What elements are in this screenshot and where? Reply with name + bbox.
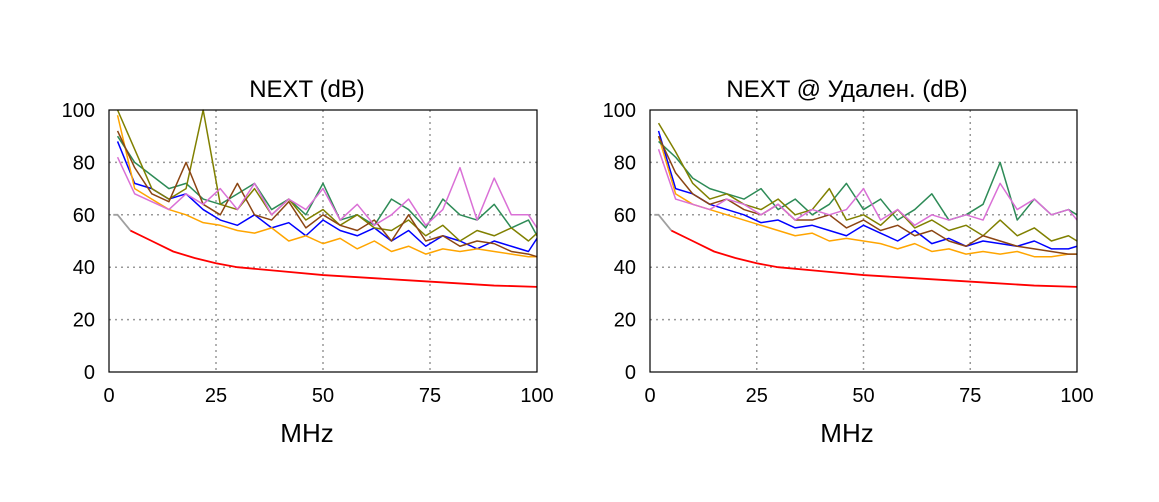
x-tick-label: 100 (520, 385, 553, 407)
series-pair-olive (116, 109, 538, 242)
series-pair-green (116, 135, 538, 237)
series-pair-orange (657, 135, 1077, 258)
y-tick-label: 40 (73, 257, 95, 279)
plot-frame (649, 109, 1078, 373)
y-tick-label: 40 (614, 257, 636, 279)
y-tick-label: 20 (73, 310, 95, 332)
series-pair-olive (657, 122, 1078, 242)
limit-line-low (654, 213, 673, 232)
limit-line-main (130, 229, 538, 288)
chart-title: NEXT @ Удален. (dB) (726, 76, 967, 103)
y-tick-label: 60 (73, 205, 95, 227)
y-tick-label: 0 (625, 362, 636, 384)
y-tick-label: 80 (73, 152, 95, 174)
series-pair-brown (116, 130, 538, 258)
chart-next: NEXT (dB) MHz 0 25 50 75 100 0 20 40 60 80 100 (62, 76, 554, 448)
y-tick-label: 60 (614, 205, 636, 227)
y-tick-label: 100 (603, 100, 636, 122)
y-tick-label: 0 (84, 362, 95, 384)
series-pair-violet (657, 149, 1078, 227)
y-tick-label: 100 (62, 100, 95, 122)
y-tick-label: 20 (614, 310, 636, 332)
x-tick-label: 25 (746, 385, 768, 407)
limit-line-low (113, 213, 132, 232)
y-tick-label: 80 (614, 152, 636, 174)
x-tick-label: 75 (419, 385, 441, 407)
chart-next-remote: NEXT @ Удален. (dB) MHz 0 25 50 75 100 0 20 40 6… (603, 76, 1094, 448)
series-pair-orange (116, 115, 537, 258)
series-pair-blue (657, 130, 1078, 250)
x-tick-label: 50 (312, 385, 334, 407)
x-tick-label: 75 (959, 385, 981, 407)
x-tick-label: 100 (1060, 385, 1093, 407)
chart-title: NEXT (dB) (249, 76, 365, 103)
x-tick-label: 0 (644, 385, 655, 407)
x-tick-label: 50 (852, 385, 874, 407)
x-axis-label: MHz (820, 418, 873, 448)
series-pair-brown (657, 135, 1077, 255)
limit-line-main (670, 229, 1078, 288)
x-tick-label: 25 (205, 385, 227, 407)
x-tick-label: 0 (103, 385, 114, 407)
series-pair-violet (116, 156, 538, 229)
plot-frame (108, 109, 538, 373)
x-axis-label: MHz (280, 418, 333, 448)
